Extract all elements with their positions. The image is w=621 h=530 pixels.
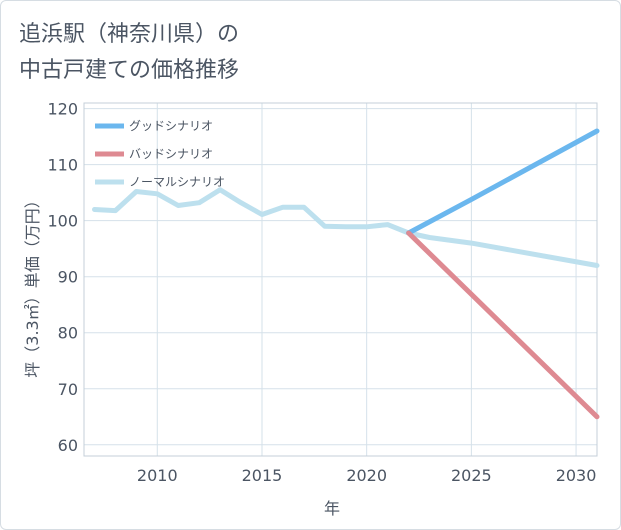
y-tick-labels: 60 70 80 90 100 110 120	[47, 100, 78, 455]
x-tick-label-2025: 2025	[451, 466, 492, 485]
legend-label-good-scenario: グッドシナリオ	[129, 119, 213, 133]
y-tick-label-100: 100	[47, 212, 78, 231]
legend-label-bad-scenario: バッドシナリオ	[129, 147, 213, 161]
legend-item-bad-scenario[interactable]: バッドシナリオ	[95, 147, 213, 161]
chart-title-line-1: 追浜駅（神奈川県）の	[19, 22, 240, 47]
y-tick-label-110: 110	[47, 156, 78, 175]
x-axis-title: 年	[324, 499, 340, 518]
y-tick-label-120: 120	[47, 100, 78, 119]
plot-area-border	[83, 102, 598, 457]
legend-label-normal-scenario: ノーマルシナリオ	[129, 175, 225, 189]
series-lines	[92, 128, 600, 420]
grid	[84, 103, 597, 456]
y-tick-label-70: 70	[58, 380, 78, 399]
y-tick-label-80: 80	[58, 324, 78, 343]
series-line-good-scenario	[406, 128, 600, 236]
chart-title: 追浜駅（神奈川県）の 中古戸建ての価格推移	[19, 17, 239, 89]
y-tick-label-90: 90	[58, 268, 78, 287]
x-tick-labels: 2010 2015 2020 2025 2030	[137, 466, 596, 485]
x-tick-label-2030: 2030	[556, 466, 597, 485]
legend-item-good-scenario[interactable]: グッドシナリオ	[95, 119, 213, 133]
chart-title-line-2: 中古戸建ての価格推移	[19, 58, 240, 83]
legend-item-normal-scenario[interactable]: ノーマルシナリオ	[95, 175, 225, 189]
y-axis-title: 坪（3.3㎡）単価（万円）	[23, 192, 42, 377]
series-line-normal-scenario	[92, 187, 600, 268]
x-tick-label-2010: 2010	[137, 466, 178, 485]
x-tick-label-2020: 2020	[346, 466, 387, 485]
y-tick-label-60: 60	[58, 436, 78, 455]
series-line-bad-scenario	[406, 230, 600, 420]
x-tick-label-2015: 2015	[242, 466, 283, 485]
